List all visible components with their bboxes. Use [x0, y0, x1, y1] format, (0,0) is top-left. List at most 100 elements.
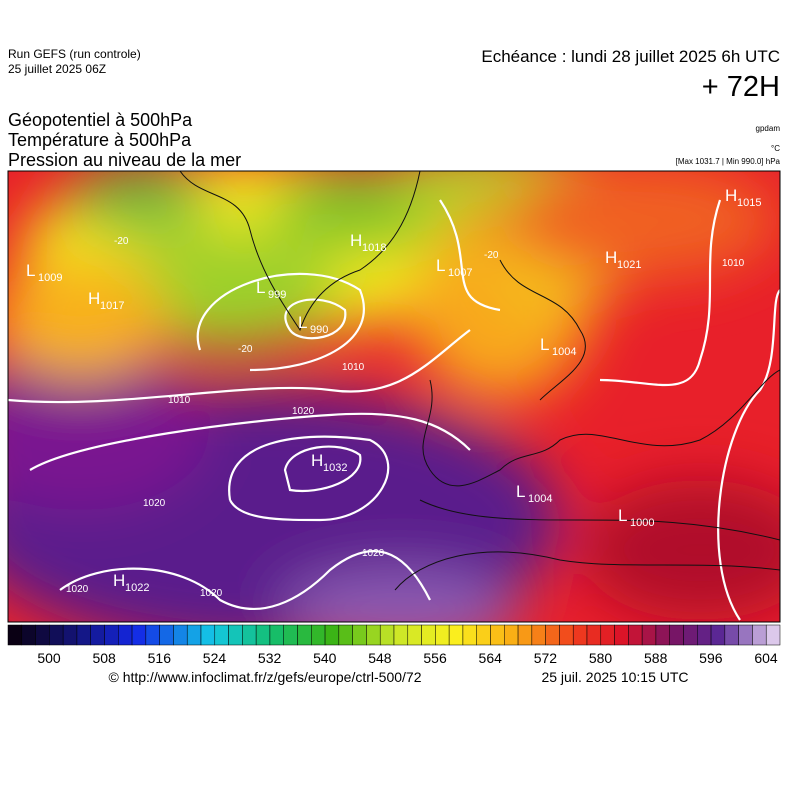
colorbar-cell	[379, 624, 395, 646]
colorbar-cell	[242, 624, 257, 646]
colorbar	[7, 624, 781, 646]
colorbar-cell	[421, 624, 436, 646]
colorbar-cell	[228, 624, 243, 646]
center-type: L	[618, 506, 627, 525]
title: Géopotentiel à 500hPa	[8, 110, 193, 130]
colorbar-cell	[338, 624, 353, 646]
colorbar-cell	[572, 624, 588, 646]
colorbar-cell	[476, 624, 491, 646]
colorbar-cell	[545, 624, 560, 646]
center-value: 1015	[737, 197, 761, 209]
colorbar-label: 588	[644, 650, 668, 666]
center-value: 1004	[552, 346, 576, 358]
run-label: Run GEFS (run controle)	[8, 47, 141, 61]
contour-label: 1010	[342, 362, 365, 373]
colorbar-cell	[765, 624, 781, 646]
colorbar-cell	[35, 624, 50, 646]
center-type: H	[311, 451, 323, 470]
colorbar-cell	[641, 624, 657, 646]
contour-label: -20	[238, 344, 253, 355]
unit: gpdam	[756, 124, 781, 133]
center-value: 1007	[448, 267, 472, 279]
contour-label: 1020	[143, 498, 166, 509]
colorbar-label: 508	[92, 650, 116, 666]
contour-label: 1010	[168, 395, 191, 406]
colorbar-cell	[710, 624, 726, 646]
center-type: H	[605, 248, 617, 267]
colorbar-label: 596	[699, 650, 723, 666]
echeance: Echéance : lundi 28 juillet 2025 6h UTC	[481, 47, 780, 66]
center-value: 1021	[617, 259, 641, 271]
center-type: H	[88, 289, 100, 308]
colorbar-cell	[724, 624, 739, 646]
colorbar-cell	[76, 624, 91, 646]
colorbar-cell	[255, 624, 271, 646]
colorbar-cell	[435, 624, 450, 646]
colorbar-cell	[21, 624, 36, 646]
contour-label: 1020	[362, 548, 385, 559]
colorbar-cell	[517, 624, 533, 646]
contour-label: -20	[114, 236, 129, 247]
contour-label: 1020	[66, 584, 89, 595]
colorbar-cell	[586, 624, 602, 646]
colorbar-label: 524	[203, 650, 227, 666]
colorbar-label: 564	[479, 650, 503, 666]
contour-label: 1020	[292, 406, 315, 417]
colorbar-cell	[297, 624, 312, 646]
colorbar-cell	[628, 624, 643, 646]
colorbar-label: 572	[534, 650, 558, 666]
colorbar-cell	[104, 624, 119, 646]
colorbar-cell	[7, 624, 23, 646]
title: Pression au niveau de la mer	[8, 150, 241, 170]
colorbar-cell	[393, 624, 409, 646]
colorbar-cell	[697, 624, 712, 646]
colorbar-label: 540	[313, 650, 337, 666]
center-type: L	[26, 261, 35, 280]
lead-time: + 72H	[702, 71, 780, 103]
center-value: 990	[310, 324, 328, 336]
colorbar-cell	[490, 624, 505, 646]
colorbar-cell	[49, 624, 64, 646]
colorbar-cell	[159, 624, 174, 646]
map-frame	[7, 170, 781, 623]
colorbar-label: 548	[368, 650, 392, 666]
colorbar-label: 604	[754, 650, 778, 666]
colorbar-cell	[214, 624, 229, 646]
map	[8, 171, 780, 622]
colorbar-label: 580	[589, 650, 613, 666]
colorbar-label: 500	[37, 650, 61, 666]
coastlines	[179, 171, 780, 591]
colorbar-cell	[669, 624, 684, 646]
colorbar-cell	[366, 624, 381, 646]
center-type: L	[516, 482, 525, 501]
run-date: 25 juillet 2025 06Z	[8, 62, 106, 76]
colorbar-cell	[283, 624, 298, 646]
center-type: L	[436, 256, 445, 275]
footer-time: 25 juil. 2025 10:15 UTC	[541, 669, 688, 685]
contour-label: 1010	[722, 258, 745, 269]
colorbar-cell	[655, 624, 670, 646]
colorbar-cell	[90, 624, 105, 646]
center-type: H	[113, 571, 125, 590]
center-type: H	[725, 186, 737, 205]
unit: °C	[771, 144, 780, 153]
colorbar-cell	[531, 624, 546, 646]
colorbar-cell	[324, 624, 340, 646]
colorbar-cell	[352, 624, 367, 646]
center-value: 1022	[125, 582, 149, 594]
center-value: 1000	[630, 517, 654, 529]
colorbar-cell	[683, 624, 698, 646]
colorbar-cell	[407, 624, 422, 646]
colorbar-cell	[738, 624, 753, 646]
contour-label: 1020	[200, 588, 223, 599]
center-value: 999	[268, 289, 286, 301]
center-type: L	[256, 278, 265, 297]
unit: [Max 1031.7 | Min 990.0] hPa	[676, 157, 781, 166]
colorbar-cell	[311, 624, 326, 646]
colorbar-cell	[131, 624, 147, 646]
colorbar-cell	[614, 624, 629, 646]
colorbar-cell	[462, 624, 477, 646]
center-type: L	[298, 313, 307, 332]
